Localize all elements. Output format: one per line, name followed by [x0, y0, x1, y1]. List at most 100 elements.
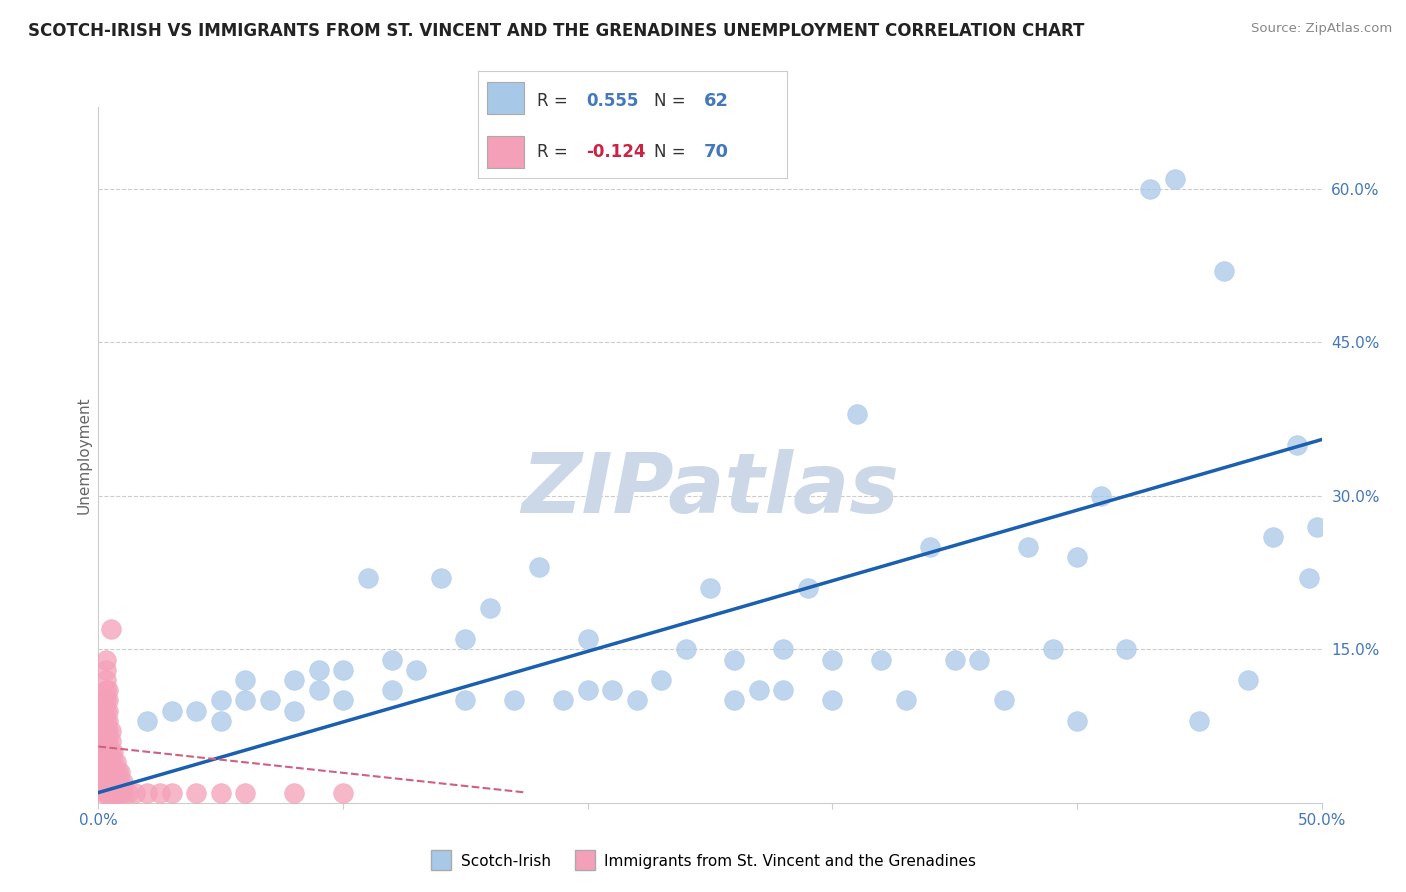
Point: [110, 765, 132, 780]
Point: [100, 724, 122, 739]
Text: 70: 70: [704, 143, 728, 161]
Point: [821, 652, 844, 666]
Point: [1066, 714, 1088, 728]
Point: [91, 714, 114, 728]
Point: [675, 642, 697, 657]
Point: [1139, 182, 1161, 196]
Point: [104, 775, 127, 789]
Point: [1261, 530, 1284, 544]
Point: [100, 622, 122, 636]
Point: [149, 786, 172, 800]
Point: [356, 571, 378, 585]
Text: N =: N =: [654, 143, 692, 161]
Point: [91, 693, 114, 707]
Point: [576, 632, 599, 646]
Point: [97, 724, 120, 739]
Text: R =: R =: [537, 143, 572, 161]
Point: [107, 765, 129, 780]
Point: [94, 786, 117, 800]
Point: [209, 786, 232, 800]
Point: [110, 786, 132, 800]
Point: [332, 663, 354, 677]
Point: [1306, 519, 1329, 533]
Point: [104, 755, 127, 769]
Point: [233, 673, 256, 687]
Point: [527, 560, 550, 574]
Point: [97, 714, 120, 728]
Point: [1298, 571, 1320, 585]
Point: [97, 755, 120, 769]
Point: [845, 407, 868, 421]
Text: ZIPatlas: ZIPatlas: [522, 450, 898, 530]
Point: [107, 786, 129, 800]
Point: [94, 683, 117, 698]
Point: [97, 786, 120, 800]
Text: SCOTCH-IRISH VS IMMIGRANTS FROM ST. VINCENT AND THE GRENADINES UNEMPLOYMENT CORR: SCOTCH-IRISH VS IMMIGRANTS FROM ST. VINC…: [28, 22, 1084, 40]
Point: [283, 704, 305, 718]
Point: [101, 786, 124, 800]
Point: [943, 652, 966, 666]
Point: [136, 786, 159, 800]
Point: [699, 581, 721, 595]
Point: [381, 652, 404, 666]
Point: [723, 693, 745, 707]
Point: [97, 775, 120, 789]
Point: [1286, 438, 1309, 452]
Point: [332, 786, 354, 800]
Point: [308, 663, 330, 677]
Point: [94, 663, 117, 677]
Point: [233, 786, 256, 800]
Point: [797, 581, 820, 595]
Point: [110, 775, 132, 789]
Point: [821, 693, 844, 707]
Point: [381, 683, 404, 698]
Point: [97, 765, 120, 780]
Point: [600, 683, 623, 698]
Point: [94, 775, 117, 789]
Point: [209, 714, 232, 728]
Point: [259, 693, 281, 707]
Point: [94, 765, 117, 780]
Point: [993, 693, 1015, 707]
Point: [478, 601, 501, 615]
Point: [748, 683, 770, 698]
FancyBboxPatch shape: [488, 136, 524, 168]
Point: [1212, 264, 1234, 278]
Point: [111, 775, 134, 789]
Point: [91, 704, 114, 718]
Point: [91, 755, 114, 769]
Point: [101, 755, 124, 769]
Point: [186, 704, 208, 718]
Point: [1042, 642, 1064, 657]
Point: [894, 693, 917, 707]
Point: [91, 724, 114, 739]
Point: [136, 714, 159, 728]
Point: [94, 734, 117, 748]
Point: [91, 765, 114, 780]
Point: [650, 673, 672, 687]
Point: [101, 765, 124, 780]
Point: [91, 786, 114, 800]
Point: [100, 786, 122, 800]
Point: [772, 683, 794, 698]
Point: [772, 642, 794, 657]
Point: [91, 745, 114, 759]
Point: [100, 775, 122, 789]
Point: [107, 775, 129, 789]
Point: [1066, 550, 1088, 565]
Point: [454, 693, 477, 707]
Point: [870, 652, 893, 666]
Point: [454, 632, 477, 646]
Point: [94, 745, 117, 759]
Point: [97, 683, 120, 698]
Legend: Scotch-Irish, Immigrants from St. Vincent and the Grenadines: Scotch-Irish, Immigrants from St. Vincen…: [423, 847, 983, 875]
Point: [104, 765, 127, 780]
Point: [430, 571, 453, 585]
Point: [1164, 171, 1187, 186]
Text: N =: N =: [654, 93, 692, 111]
Point: [576, 683, 599, 698]
Point: [626, 693, 648, 707]
Point: [405, 663, 427, 677]
Point: [209, 693, 232, 707]
Point: [503, 693, 526, 707]
